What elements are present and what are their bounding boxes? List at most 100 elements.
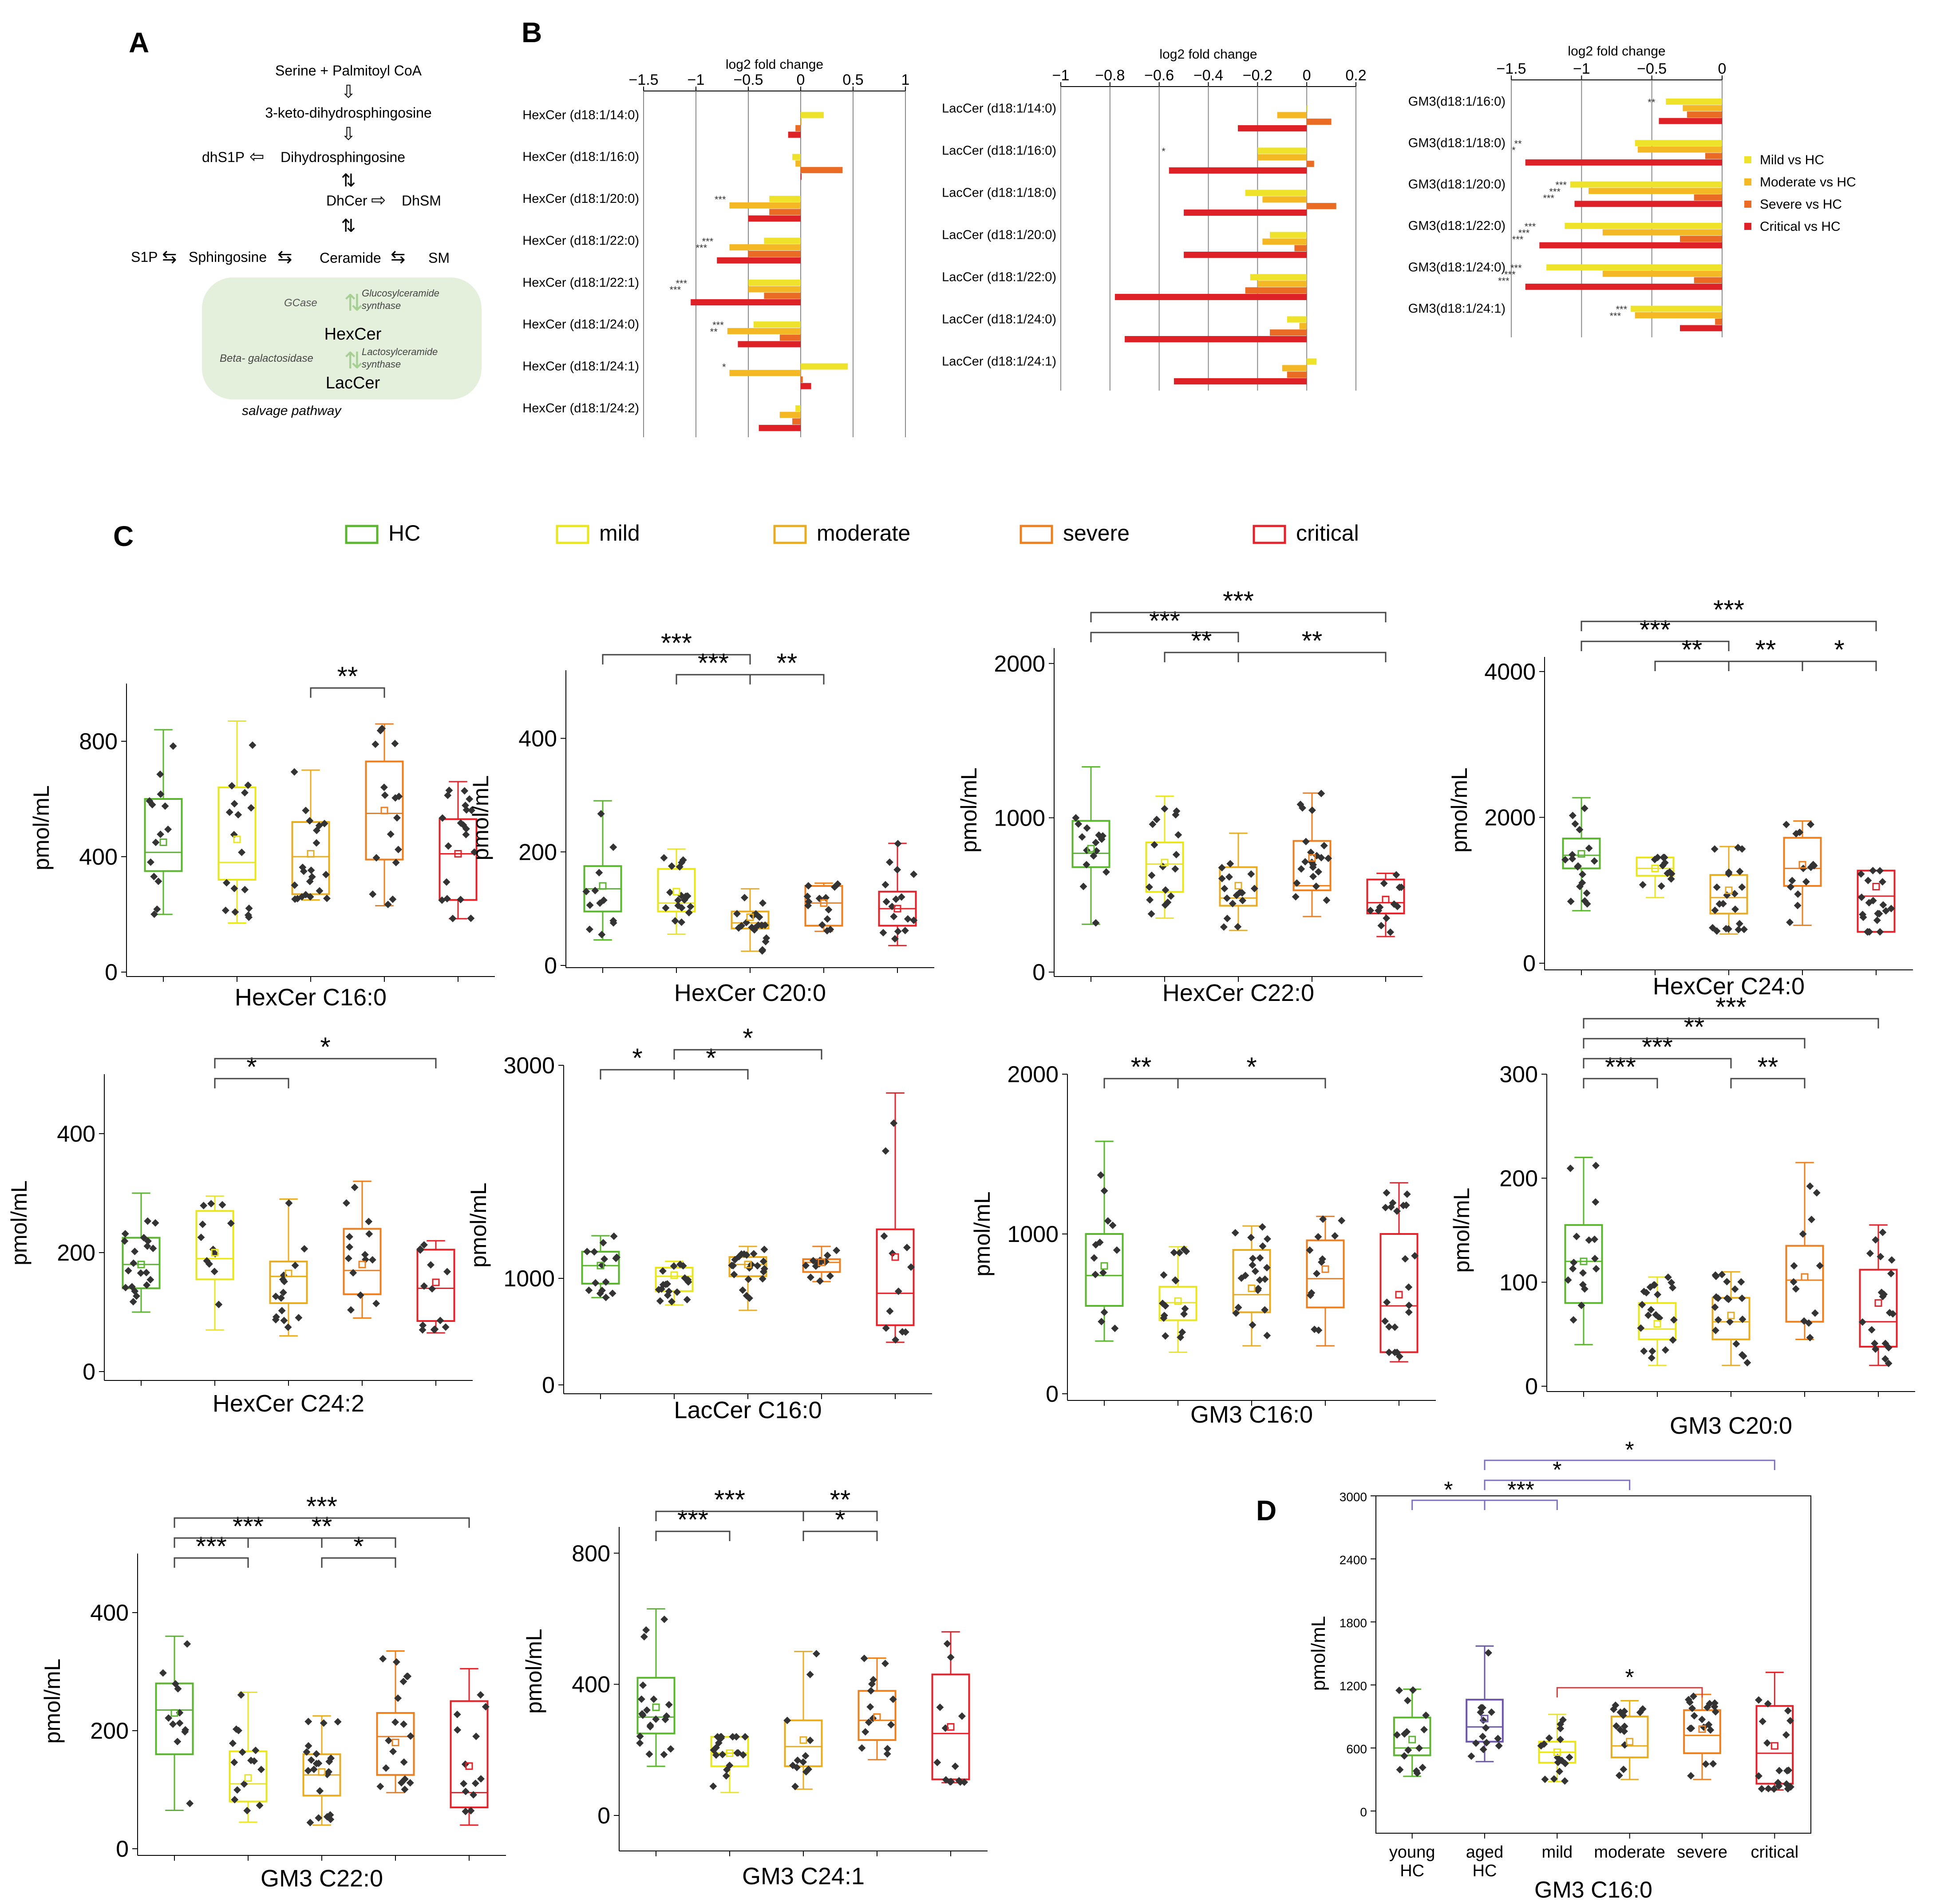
data-point xyxy=(1557,1724,1565,1732)
data-point xyxy=(1397,883,1405,891)
mean-marker xyxy=(1087,845,1095,853)
category-label: HexCer (d18:1/14:0) xyxy=(522,108,639,122)
data-point xyxy=(1698,1716,1706,1724)
data-point xyxy=(470,1791,478,1799)
data-point xyxy=(1637,1324,1645,1332)
significance-bracket: * xyxy=(214,1032,437,1068)
legend-label: severe xyxy=(1063,521,1130,546)
dihydro-node: Dihydrosphingosine xyxy=(281,149,405,165)
data-point xyxy=(1218,864,1226,872)
data-point xyxy=(806,1671,814,1679)
category-label: GM3(d18:1/24:0) xyxy=(1408,260,1506,274)
significance-bracket: * xyxy=(1556,1665,1703,1698)
bar xyxy=(1307,161,1314,167)
data-point xyxy=(666,888,674,896)
bracket-line xyxy=(1090,612,1387,622)
significance-bracket: * xyxy=(1484,1437,1775,1470)
data-point xyxy=(1577,1301,1585,1309)
data-point xyxy=(183,1640,191,1648)
data-point xyxy=(1722,925,1730,933)
data-point xyxy=(815,894,823,902)
category-label: GM3(d18:1/20:0) xyxy=(1408,178,1506,192)
data-point xyxy=(221,906,229,914)
y-tick-label: 0 xyxy=(544,953,557,979)
data-point xyxy=(233,1786,241,1794)
category-label: LacCer (d18:1/16:0) xyxy=(942,144,1056,158)
y-tick-label: 200 xyxy=(1499,1166,1538,1192)
y-tick-label: 600 xyxy=(1346,1742,1367,1756)
data-point xyxy=(1482,1724,1490,1732)
bar xyxy=(1307,358,1317,365)
box-severe xyxy=(803,880,843,935)
mean-marker xyxy=(1872,883,1880,890)
glucosyl-label: Glucosylceramide synthase xyxy=(362,288,442,311)
y-tick-label: 200 xyxy=(518,839,557,865)
bracket-line xyxy=(1484,1459,1775,1470)
data-point xyxy=(683,1296,691,1304)
significance-bracket: *** xyxy=(1484,1477,1558,1510)
data-point xyxy=(1794,902,1802,909)
data-point xyxy=(1113,1246,1121,1254)
data-point xyxy=(1149,820,1157,828)
significance-label: *** xyxy=(698,648,729,678)
data-point xyxy=(124,1267,132,1275)
mean-marker xyxy=(1651,864,1659,872)
bar xyxy=(1125,336,1307,343)
data-point xyxy=(1250,885,1258,893)
data-point xyxy=(1619,1712,1627,1720)
data-point xyxy=(1651,855,1659,863)
mean-marker xyxy=(170,1709,178,1717)
bar xyxy=(801,112,824,119)
bracket-line xyxy=(214,1058,437,1068)
data-point xyxy=(1684,1696,1692,1704)
data-point xyxy=(684,892,692,900)
data-point xyxy=(312,1760,320,1768)
bar xyxy=(1525,284,1722,290)
data-point xyxy=(277,1294,285,1302)
bar xyxy=(729,244,801,251)
data-point xyxy=(1320,842,1328,850)
data-point xyxy=(1735,920,1743,928)
data-point xyxy=(1879,901,1887,909)
data-point xyxy=(1090,1254,1098,1262)
data-point xyxy=(1319,1255,1327,1263)
bar xyxy=(1270,329,1307,336)
data-point xyxy=(1638,1301,1646,1309)
bracket-line xyxy=(1237,652,1387,662)
data-point xyxy=(1806,1334,1814,1341)
data-point xyxy=(892,1336,900,1344)
data-point xyxy=(1564,1276,1572,1284)
data-point xyxy=(1731,1285,1739,1293)
y-tick-label: 400 xyxy=(90,1600,129,1626)
data-point xyxy=(1714,1294,1722,1302)
data-point xyxy=(1763,1739,1771,1747)
x-tick-label: mild xyxy=(1541,1843,1573,1862)
data-point xyxy=(1770,1785,1778,1793)
data-point xyxy=(1249,1321,1257,1329)
data-point xyxy=(867,1687,875,1695)
data-point xyxy=(833,1246,841,1254)
significance-bracket: *** xyxy=(1090,606,1239,642)
leftright-arrow-icon: ⇆ xyxy=(277,247,292,267)
data-point xyxy=(1306,1246,1314,1254)
data-point xyxy=(1180,1310,1188,1318)
data-point xyxy=(1859,913,1867,921)
data-point xyxy=(381,791,389,799)
data-point xyxy=(1234,1304,1242,1312)
box-moderate xyxy=(1711,1270,1751,1367)
data-point xyxy=(590,1248,598,1256)
significance-bracket: *** xyxy=(1583,992,1879,1028)
data-point xyxy=(1858,1318,1866,1326)
keto-node: 3-keto-dihydrosphingosine xyxy=(265,105,431,121)
data-point xyxy=(462,806,470,814)
data-point xyxy=(1784,1707,1792,1715)
data-point xyxy=(951,1762,959,1770)
bar xyxy=(801,376,803,383)
data-point xyxy=(1313,1269,1321,1277)
data-point xyxy=(1615,1772,1623,1779)
mean-marker xyxy=(1798,861,1806,869)
data-point xyxy=(759,1275,767,1283)
data-point xyxy=(443,1268,451,1276)
data-point xyxy=(1102,868,1110,876)
legend-label: Mild vs HC xyxy=(1760,153,1824,167)
